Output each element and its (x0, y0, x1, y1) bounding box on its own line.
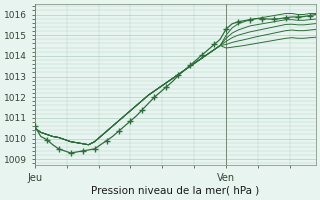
X-axis label: Pression niveau de la mer( hPa ): Pression niveau de la mer( hPa ) (91, 186, 260, 196)
